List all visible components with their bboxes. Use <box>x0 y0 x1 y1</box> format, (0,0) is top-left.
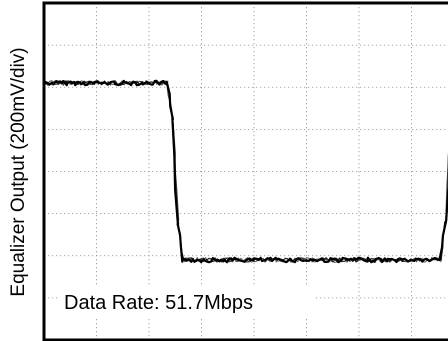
annotation-background <box>58 286 316 318</box>
series-line-0 <box>42 80 448 263</box>
series-line-0 <box>43 80 448 263</box>
grid <box>44 3 448 340</box>
waveform-trace <box>42 79 448 264</box>
plot-frame <box>42 1 448 341</box>
y-axis-label: Equalizer Output (200mV/div) <box>8 47 29 296</box>
data-rate-annotation: Data Rate: 51.7Mbps <box>64 292 253 314</box>
